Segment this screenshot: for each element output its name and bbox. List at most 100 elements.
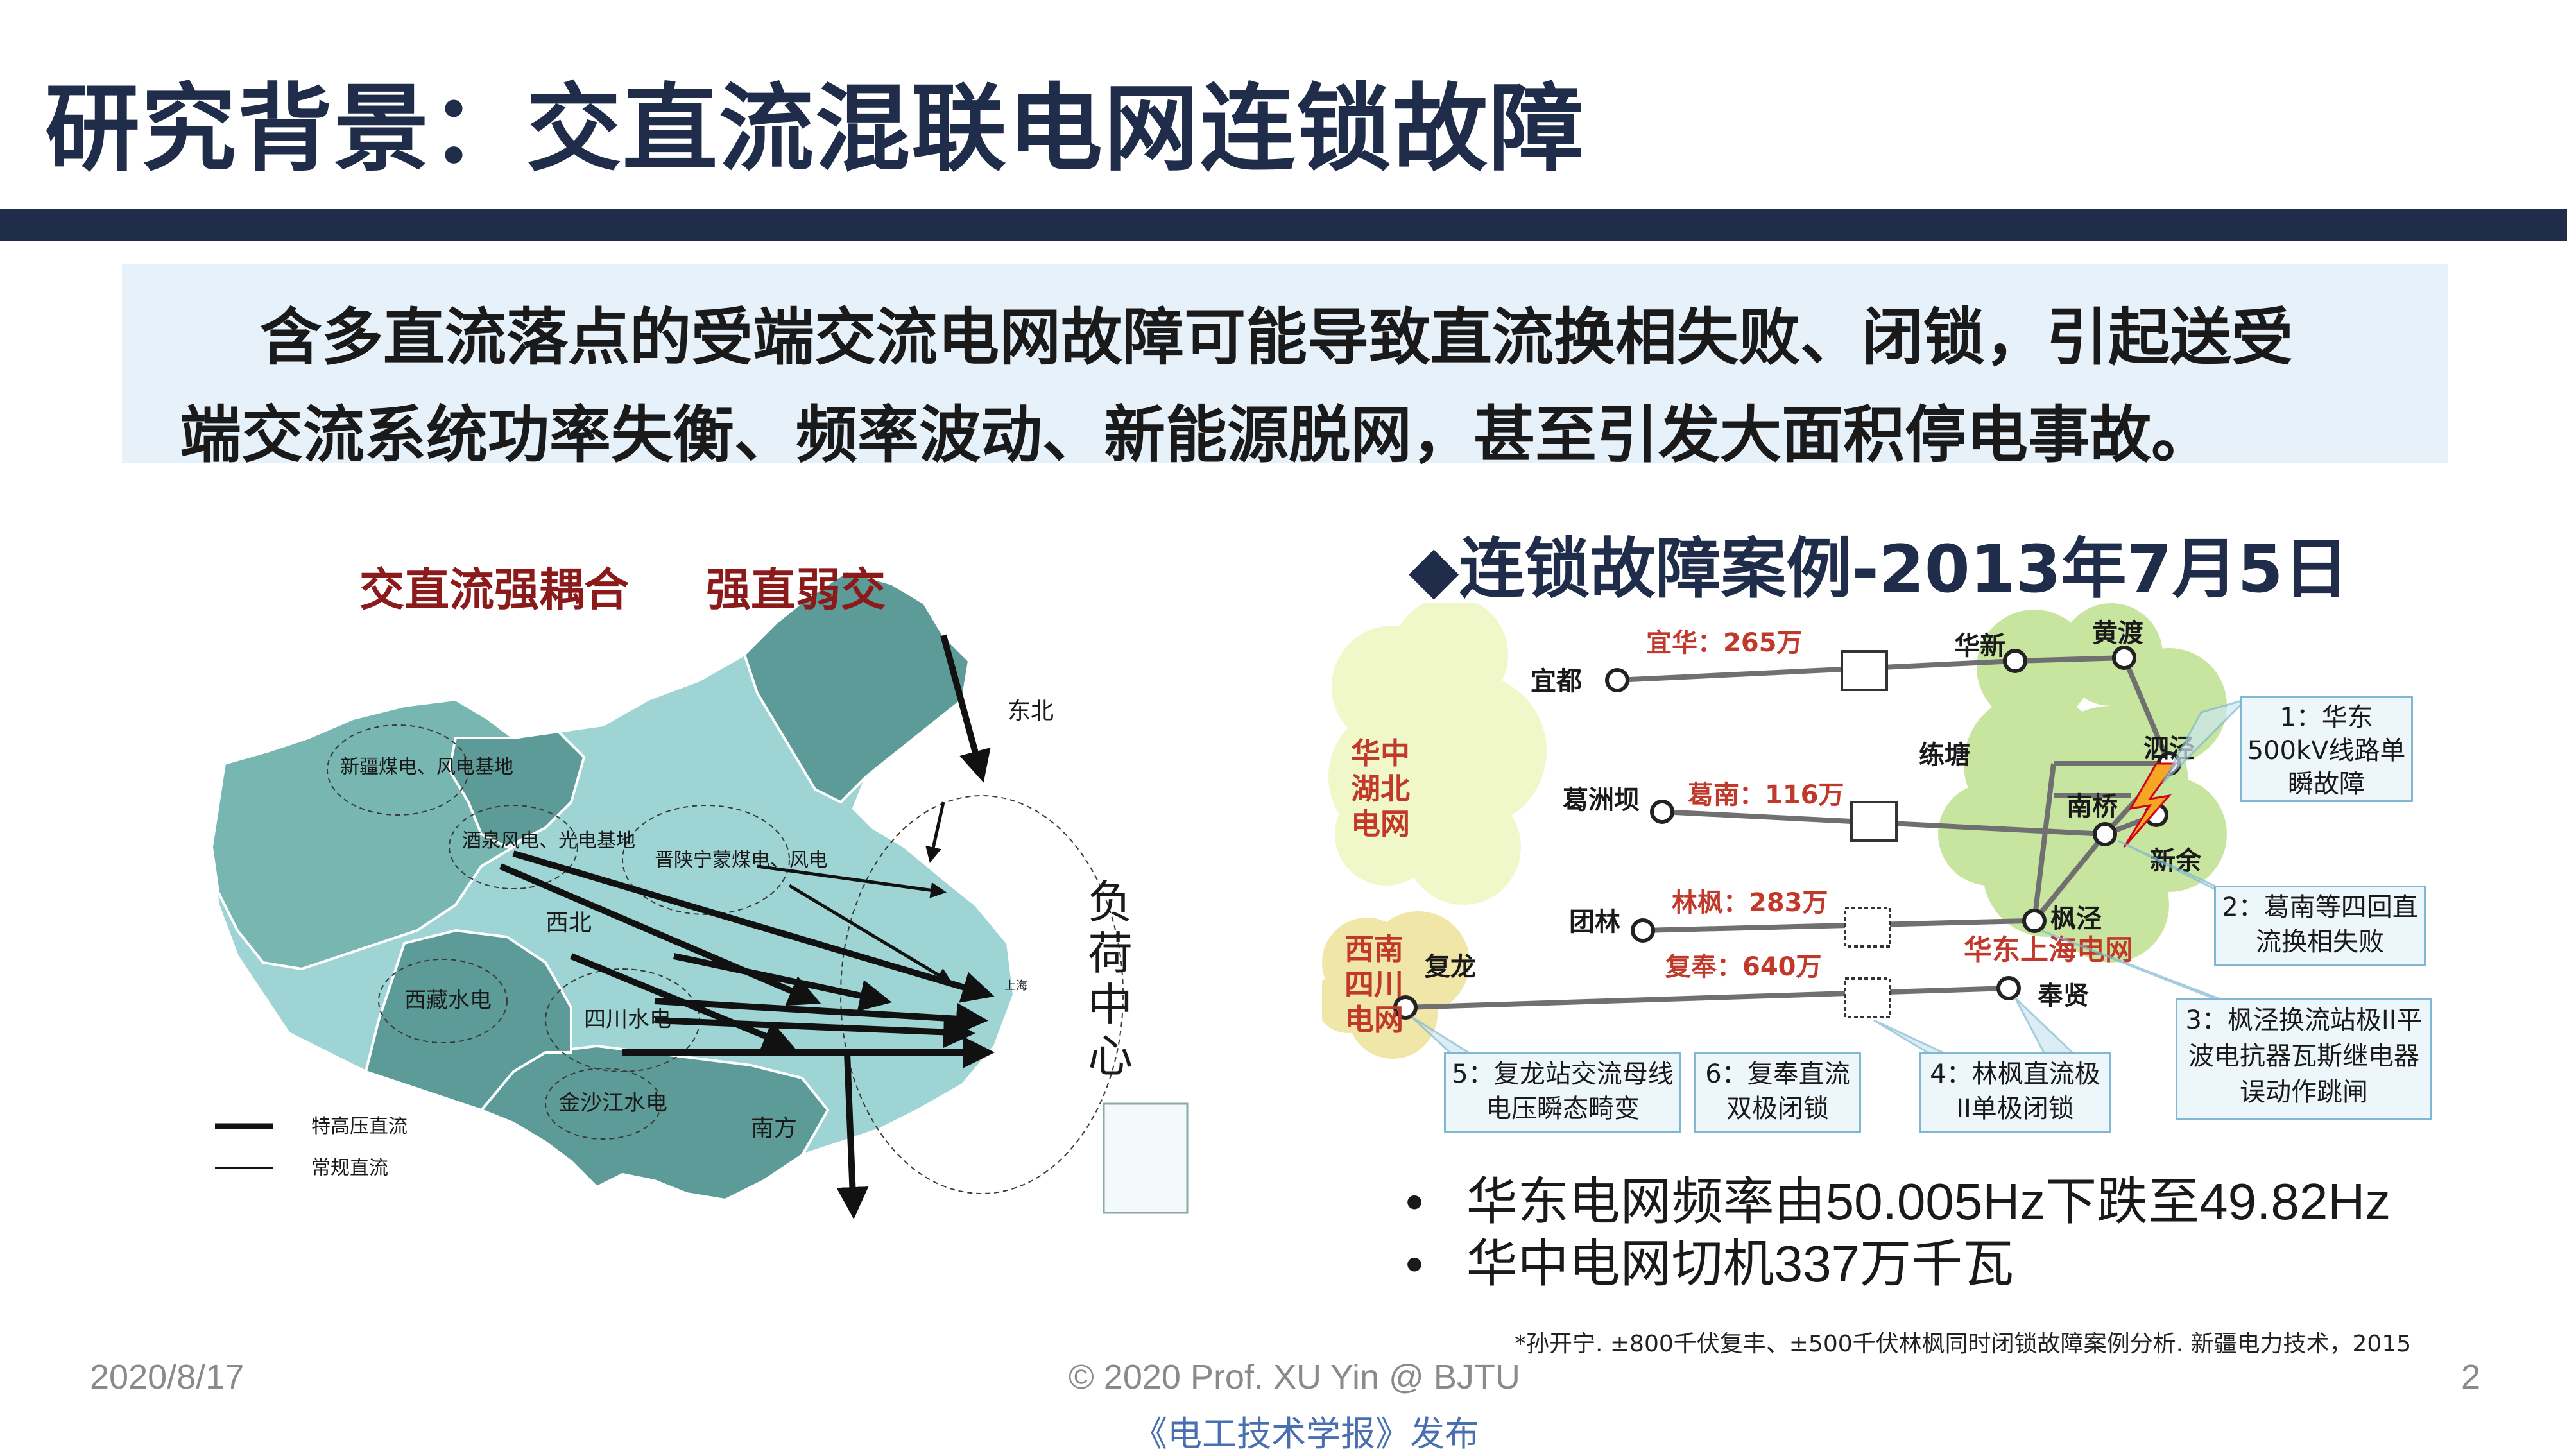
converter-genan-icon bbox=[1850, 801, 1898, 842]
station-fengxian: 奉贤 bbox=[2038, 981, 2089, 1011]
case-title: ◆连锁故障案例-2013年7月5日 bbox=[1409, 531, 2349, 608]
line-fufeng bbox=[1405, 986, 2009, 1010]
region-ellipse-load-center bbox=[840, 795, 1124, 1194]
dc-line-uhv bbox=[512, 850, 995, 1003]
map-heading-right: 强直弱交 bbox=[706, 563, 886, 616]
line-east-ac bbox=[2122, 656, 2172, 765]
line-east-ac bbox=[2014, 655, 2125, 664]
bullet-item-2: • 华中电网切机337万千瓦 bbox=[1405, 1235, 2014, 1292]
legend-uhv-label: 特高压直流 bbox=[311, 1115, 408, 1138]
intro-line-1: 含多直流落点的受端交流电网故障可能导致直流换相失败、闭锁，引起送受 bbox=[260, 302, 2293, 373]
map-region-northeast bbox=[743, 569, 971, 804]
china-map-svg: 交直流强耦合 强直弱交 东北 新疆煤电、风电基地 酒泉风电、光电基地 晋陕宁蒙煤… bbox=[210, 563, 1189, 1219]
link-label-genan: 葛南：116万 bbox=[1688, 780, 1844, 810]
link-label-linfeng: 林枫：283万 bbox=[1672, 888, 1828, 918]
china-dc-map: 交直流强耦合 强直弱交 东北 新疆煤电、风电基地 酒泉风电、光电基地 晋陕宁蒙煤… bbox=[210, 545, 1194, 1258]
station-liantang: 练塘 bbox=[1919, 741, 1970, 770]
south-sea-inset bbox=[1103, 1102, 1189, 1214]
svg-text:西南: 西南 bbox=[1344, 932, 1404, 966]
cascading-fault-diagram: 华中 湖北 电网 西南 四川 电网 华东上海电网 宜都 葛洲坝 团林 复龙 华新… bbox=[1316, 597, 2439, 1155]
svg-text:湖北: 湖北 bbox=[1351, 771, 1410, 806]
event-box-2: 2：葛南等四回直流换相失败 bbox=[2214, 886, 2426, 966]
event-box-1: 1：华东500kV线路单瞬故障 bbox=[2240, 696, 2413, 802]
region-ellipse-jinshan bbox=[622, 805, 790, 915]
callout-pointer bbox=[2161, 697, 2250, 784]
node-fengxian bbox=[1996, 976, 2021, 1000]
event-box-6: 6：复奉直流双极闭锁 bbox=[1694, 1052, 1861, 1133]
intro-box bbox=[122, 264, 2448, 463]
dc-line-normal bbox=[788, 884, 953, 984]
svg-text:中: 中 bbox=[1088, 979, 1133, 1031]
dc-line-uhv bbox=[654, 1016, 975, 1049]
footer-copyright: © 2020 Prof. XU Yin @ BJTU bbox=[1069, 1358, 1520, 1396]
region-ellipse-tibet bbox=[378, 959, 508, 1043]
station-huaxin: 华新 bbox=[1954, 631, 2005, 661]
slide-title: 研究背景：交直流混联电网连锁故障 bbox=[45, 74, 1585, 184]
converter-linfeng-icon bbox=[1844, 907, 1891, 948]
node-yidu bbox=[1605, 668, 1629, 692]
event-text-2: 2：葛南等四回直流换相失败 bbox=[2222, 893, 2418, 957]
dc-line-normal bbox=[925, 801, 945, 863]
svg-text:负: 负 bbox=[1088, 876, 1133, 929]
converter-fufeng-icon bbox=[1844, 977, 1891, 1018]
legend-normal-label: 常规直流 bbox=[311, 1157, 388, 1179]
bullet-item-1: • 华东电网频率由50.005Hz下跌至49.82Hz bbox=[1405, 1173, 2391, 1230]
label-sichuan: 四川水电 bbox=[584, 1007, 671, 1032]
dc-line-uhv bbox=[673, 953, 892, 1012]
cloud-central bbox=[1328, 597, 1547, 905]
cloud-southwest bbox=[1316, 911, 1470, 1059]
label-shanghai: 上海 bbox=[1004, 979, 1027, 993]
node-huaxin bbox=[2003, 649, 2027, 673]
line-east-ac bbox=[2032, 763, 2056, 921]
event-text-5: 5：复龙站交流母线电压瞬态畸变 bbox=[1452, 1059, 1674, 1124]
footer-publisher: 《电工技术学报》发布 bbox=[1133, 1414, 1479, 1454]
label-south: 南方 bbox=[751, 1115, 797, 1142]
title-divider-bar bbox=[0, 209, 2567, 241]
event-text-4: 4：林枫直流极II单极闭锁 bbox=[1930, 1059, 2100, 1124]
node-tuanlin bbox=[1631, 918, 1655, 943]
bullet-text-1: 华东电网频率由50.005Hz下跌至49.82Hz bbox=[1466, 1173, 2391, 1230]
region-ellipse-jinsha bbox=[545, 1068, 662, 1140]
svg-text:四川: 四川 bbox=[1344, 967, 1404, 1002]
node-fengjing bbox=[2022, 909, 2047, 933]
line-linfeng bbox=[1642, 918, 2029, 933]
label-jiuquan: 酒泉风电、光电基地 bbox=[462, 830, 635, 852]
svg-text:电网: 电网 bbox=[1351, 807, 1410, 841]
region-label-southwest: 西南 四川 电网 bbox=[1344, 932, 1404, 1037]
node-nanqiao bbox=[2093, 822, 2117, 846]
footer-date: 2020/8/17 bbox=[90, 1358, 245, 1396]
dc-line-uhv bbox=[570, 953, 796, 1051]
region-label-east: 华东上海电网 bbox=[1964, 934, 2133, 966]
station-fengjing: 枫泾 bbox=[2050, 904, 2102, 934]
station-gezhouba: 葛洲坝 bbox=[1563, 785, 1640, 815]
label-jinsha: 金沙江水电 bbox=[558, 1090, 667, 1116]
event-text-3: 3：枫泾换流站极II平波电抗器瓦斯继电器误动作跳闸 bbox=[2185, 1006, 2423, 1107]
dc-line-uhv bbox=[836, 1052, 869, 1219]
svg-text:华中: 华中 bbox=[1351, 736, 1410, 771]
converter-yihua-icon bbox=[1841, 650, 1888, 691]
cloud-east bbox=[1938, 603, 2227, 963]
map-region-southwest bbox=[364, 929, 572, 1112]
region-ellipse-xinjiang bbox=[327, 724, 469, 816]
svg-text:荷: 荷 bbox=[1088, 927, 1133, 980]
label-jinshan: 晋陕宁蒙煤电、风电 bbox=[655, 849, 828, 871]
label-tibet: 西藏水电 bbox=[404, 988, 492, 1013]
load-center-label: 负 荷 中 心 bbox=[1088, 876, 1133, 1083]
label-northwest: 西北 bbox=[545, 910, 592, 936]
dc-line-normal bbox=[757, 864, 947, 898]
node-fulong bbox=[1393, 995, 1418, 1020]
svg-text:电网: 电网 bbox=[1344, 1002, 1404, 1037]
map-region-south bbox=[479, 1044, 830, 1202]
label-xinjiang: 新疆煤电、风电基地 bbox=[340, 756, 513, 778]
event-box-4: 4：林枫直流极II单极闭锁 bbox=[1919, 1052, 2111, 1133]
dc-line-uhv bbox=[499, 863, 821, 1006]
line-east-ac bbox=[2032, 832, 2108, 923]
node-gezhouba bbox=[1650, 800, 1674, 824]
citation: *孙开宁. ±800千伏复丰、±500千伏林枫同时闭锁故障案例分析. 新疆电力技… bbox=[1515, 1331, 2412, 1357]
link-label-fufeng: 复奉：640万 bbox=[1665, 952, 1822, 982]
station-huangdu: 黄渡 bbox=[2092, 619, 2143, 648]
intro-line-2: 端交流系统功率失衡、频率波动、新能源脱网，甚至引发大面积停电事故。 bbox=[180, 399, 2213, 471]
svg-text:心: 心 bbox=[1088, 1030, 1133, 1083]
event-text-6: 6：复奉直流双极闭锁 bbox=[1705, 1059, 1850, 1124]
event-text-1: 1：华东500kV线路单瞬故障 bbox=[2247, 703, 2406, 799]
